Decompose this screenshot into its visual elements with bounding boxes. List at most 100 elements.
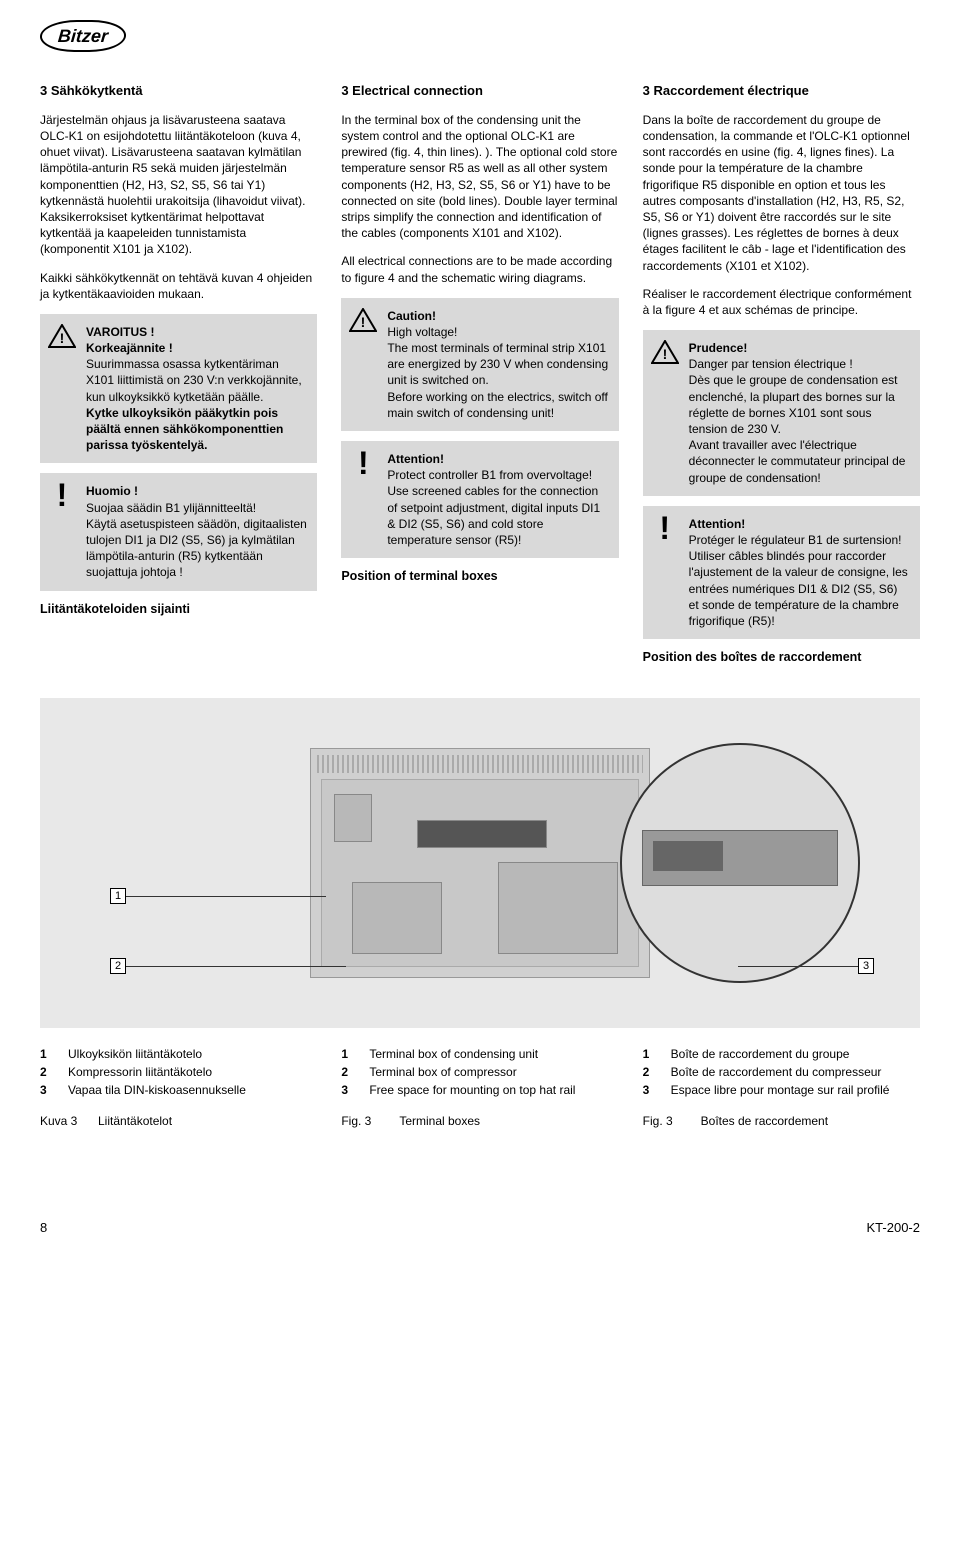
svg-text:!: ! — [361, 314, 366, 330]
col-fr: 3 Raccordement électrique Dans la boîte … — [643, 82, 920, 682]
subheading-fr: Position des boîtes de raccordement — [643, 649, 920, 666]
warn1-sub-fr: Danger par tension électrique ! — [689, 357, 853, 371]
para2-fi: Kaikki sähkökytkennät on tehtävä kuvan 4… — [40, 270, 317, 302]
warn1-bold-fi: Kytke ulkoyksikön pääkytkin pois päältä … — [86, 406, 283, 452]
warning-box-en: ! Caution! High voltage! The most termin… — [341, 298, 618, 431]
legend-num: 1 — [40, 1046, 54, 1062]
warning-box-fi: ! VAROITUS ! Korkeajännite ! Suurimmassa… — [40, 314, 317, 464]
para2-fr: Réaliser le raccordement électrique conf… — [643, 286, 920, 318]
warning-triangle-icon: ! — [48, 324, 76, 348]
warn1-body-fi: Suurimmassa osassa kytkentäriman X101 li… — [86, 357, 302, 403]
doc-id: KT-200-2 — [867, 1219, 920, 1237]
legend-text: Terminal box of compressor — [369, 1064, 618, 1080]
subheading-fi: Liitäntäkoteloiden sijainti — [40, 601, 317, 618]
attention-box-en: ! Attention! Protect controller B1 from … — [341, 441, 618, 558]
warning-triangle-icon: ! — [349, 308, 377, 332]
leader-line — [126, 896, 326, 897]
legend-row: 3Vapaa tila DIN-kiskoasennukselle — [40, 1082, 317, 1098]
exclamation-icon: ! — [48, 483, 76, 507]
warn2-body-fi: Suojaa säädin B1 ylijännitteeltä! Käytä … — [86, 501, 307, 580]
warn1-title-fi: VAROITUS ! — [86, 325, 154, 339]
figure-3: 1 2 3 — [40, 698, 920, 1028]
legend-text: Espace libre pour montage sur rail profi… — [671, 1082, 920, 1098]
warning-box-fr: ! Prudence! Danger par tension électriqu… — [643, 330, 920, 496]
warn1-title-en: Caution! — [387, 309, 436, 323]
page-footer: 8 KT-200-2 — [40, 1219, 920, 1237]
caption-text: Liitäntäkotelot — [98, 1113, 172, 1129]
legend-fi: 1 Ulkoyksikön liitäntäkotelo 2 Kompressori… — [40, 1046, 317, 1101]
main-columns: 3 Sähkökytkentä Järjestelmän ohjaus ja l… — [40, 82, 920, 682]
warn2-title-fi: Huomio ! — [86, 484, 138, 498]
panel-top-left — [334, 794, 372, 842]
panel-bottom-right — [498, 862, 618, 954]
warn1-bold-en: Before working on the electrics, switch … — [387, 390, 608, 420]
warn1-sub-fi: Korkeajännite ! — [86, 341, 173, 355]
exclamation-icon: ! — [349, 451, 377, 475]
legend-en: 1 Terminal box of condensing unit 2 Termin… — [341, 1046, 618, 1101]
zoom-terminal-strip — [642, 830, 838, 886]
legend-num: 1 — [643, 1046, 657, 1062]
legend-num: 3 — [341, 1082, 355, 1098]
warn2-body-fr: Protéger le régulateur B1 de surtension!… — [689, 533, 908, 628]
col-fi: 3 Sähkökytkentä Järjestelmän ohjaus ja l… — [40, 82, 317, 682]
para1-fi: Järjestelmän ohjaus ja lisävarusteena sa… — [40, 112, 317, 258]
para1-en: In the terminal box of the condensing un… — [341, 112, 618, 242]
svg-text:!: ! — [60, 330, 65, 346]
caption-fi: Kuva 3 Liitäntäkotelot — [40, 1113, 317, 1129]
heading-fr: 3 Raccordement électrique — [643, 82, 920, 100]
legend-num: 1 — [341, 1046, 355, 1062]
legend-text: Boîte de raccordement du groupe — [671, 1046, 920, 1062]
unit-inner — [321, 779, 639, 967]
warn1-bold-fr: Avant travailler avec l'électrique décon… — [689, 438, 906, 484]
caption-text: Terminal boxes — [399, 1113, 480, 1129]
para1-fr: Dans la boîte de raccordement du groupe … — [643, 112, 920, 274]
legend-row: 2 Kompressorin liitäntäkotelo — [40, 1064, 317, 1080]
logo-area: Bitzer — [40, 20, 920, 52]
caption-text: Boîtes de raccordement — [701, 1113, 828, 1129]
legend-text: Terminal box of condensing unit — [369, 1046, 618, 1062]
heading-en: 3 Electrical connection — [341, 82, 618, 100]
figure-captions: Kuva 3 Liitäntäkotelot Fig. 3 Terminal b… — [40, 1113, 920, 1129]
legend-num: 2 — [341, 1064, 355, 1080]
legend-num: 2 — [40, 1064, 54, 1080]
subheading-en: Position of terminal boxes — [341, 568, 618, 585]
warn1-body-en: The most terminals of terminal strip X10… — [387, 341, 608, 387]
legend-row: 1 Terminal box of condensing unit — [341, 1046, 618, 1062]
legend-row: 2 Terminal box of compressor — [341, 1064, 618, 1080]
legend-text: Vapaa tila DIN-kiskoasennukselle — [68, 1082, 317, 1098]
legend-fr: 1 Boîte de raccordement du groupe 2Boîte … — [643, 1046, 920, 1101]
page-number: 8 — [40, 1219, 47, 1237]
warn1-body-fr: Dès que le groupe de condensation est en… — [689, 373, 898, 436]
caption-key: Fig. 3 — [643, 1113, 687, 1129]
legend-row: 1 Boîte de raccordement du groupe — [643, 1046, 920, 1062]
warn2-title-fr: Attention! — [689, 517, 746, 531]
leader-line — [738, 966, 858, 967]
legend-text: Kompressorin liitäntäkotelo — [68, 1064, 317, 1080]
warn1-title-fr: Prudence! — [689, 341, 748, 355]
panel-top-center — [417, 820, 547, 848]
svg-text:!: ! — [662, 346, 667, 362]
exclamation-icon: ! — [651, 516, 679, 540]
figure-label-1: 1 — [110, 888, 126, 904]
legend-num: 3 — [643, 1082, 657, 1098]
figure-legend: 1 Ulkoyksikön liitäntäkotelo 2 Kompressori… — [40, 1046, 920, 1101]
warning-triangle-icon: ! — [651, 340, 679, 364]
caption-fr: Fig. 3 Boîtes de raccordement — [643, 1113, 920, 1129]
legend-text: Boîte de raccordement du compresseur — [671, 1064, 920, 1080]
warn2-title-en: Attention! — [387, 452, 444, 466]
warn1-sub-en: High voltage! — [387, 325, 457, 339]
legend-row: 3Free space for mounting on top hat rail — [341, 1082, 618, 1098]
col-en: 3 Electrical connection In the terminal … — [341, 82, 618, 682]
attention-box-fr: ! Attention! Protéger le régulateur B1 d… — [643, 506, 920, 639]
figure-label-2: 2 — [110, 958, 126, 974]
caption-key: Kuva 3 — [40, 1113, 84, 1129]
legend-row: 3 Espace libre pour montage sur rail prof… — [643, 1082, 920, 1098]
brand-logo: Bitzer — [39, 20, 128, 52]
caption-key: Fig. 3 — [341, 1113, 385, 1129]
heading-fi: 3 Sähkökytkentä — [40, 82, 317, 100]
legend-text: Ulkoyksikön liitäntäkotelo — [68, 1046, 317, 1062]
panel-bottom-left — [352, 882, 442, 954]
warn2-body-en: Protect controller B1 from over­voltage!… — [387, 468, 600, 547]
leader-line — [126, 966, 346, 967]
legend-row: 2Boîte de raccordement du compresseur — [643, 1064, 920, 1080]
